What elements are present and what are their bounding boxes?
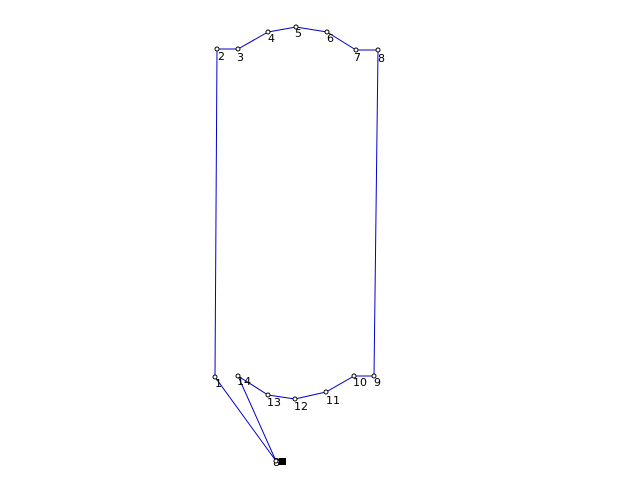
origin-link-14 [237, 375, 277, 462]
outline-path [214, 26, 379, 462]
vertex-label-3: 3 [237, 51, 244, 64]
origin-square-icon [279, 458, 286, 465]
vertex-label-5: 5 [295, 27, 302, 40]
vertex-marker-4 [265, 29, 271, 35]
vertex-label-9: 9 [374, 376, 381, 389]
vertex-label-4: 4 [268, 32, 275, 45]
vertex-marker-1 [212, 374, 218, 380]
vertex-marker-13 [265, 392, 271, 398]
vertex-marker-11 [323, 389, 329, 395]
vertex-label-11: 11 [326, 394, 340, 407]
vertex-label-13: 13 [267, 396, 281, 409]
vertex-label-14: 14 [237, 375, 251, 388]
origin-marker [273, 458, 279, 464]
origin-point: 8 [273, 456, 286, 469]
vertex-marker-2 [214, 46, 220, 52]
origin-link-1 [214, 376, 277, 462]
vertex-label-10: 10 [353, 376, 367, 389]
outline-polyline [214, 26, 379, 400]
vertex-marker-7 [353, 47, 359, 53]
vertex-label-8: 8 [378, 52, 385, 65]
vertex-marker-14 [235, 373, 241, 379]
vertex-marker-12 [292, 396, 298, 402]
vertex-label-7: 7 [354, 51, 361, 64]
vertex-label-12: 12 [294, 400, 308, 413]
vertex-marker-5 [293, 24, 299, 30]
vertex-marker-6 [324, 29, 330, 35]
vertex-label-6: 6 [327, 32, 334, 45]
vertex-markers [212, 24, 381, 402]
vertex-marker-10 [351, 373, 357, 379]
vertex-marker-9 [371, 373, 377, 379]
vertex-marker-3 [235, 46, 241, 52]
vertex-marker-8 [375, 47, 381, 53]
vertex-label-1: 1 [215, 377, 222, 390]
vertex-label-2: 2 [218, 50, 225, 63]
